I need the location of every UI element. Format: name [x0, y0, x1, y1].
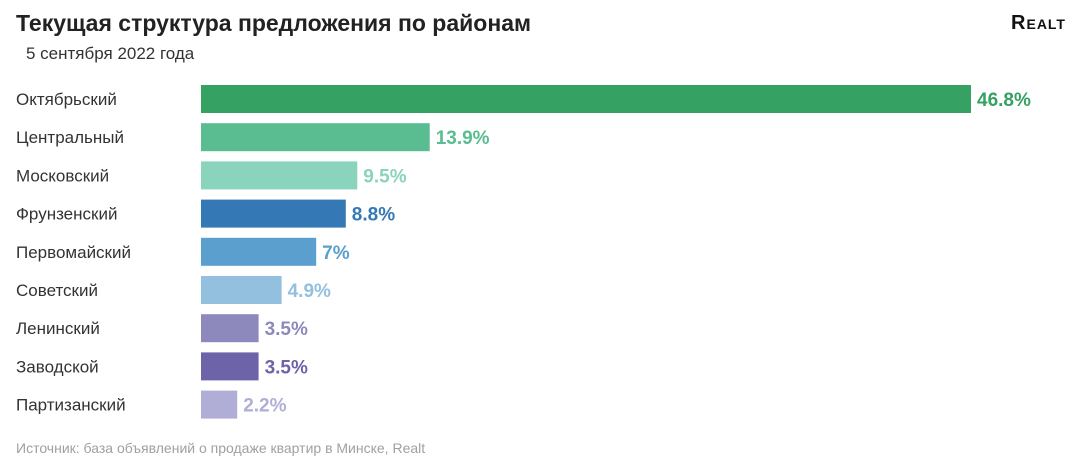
data-label: 3.5% [265, 319, 308, 340]
bar [201, 123, 430, 152]
bar [201, 85, 971, 113]
data-label: 9.5% [363, 166, 406, 187]
bar [201, 237, 317, 266]
category-label: Первомайский [16, 243, 131, 262]
bar [201, 276, 282, 304]
category-label: Заводской [16, 357, 99, 376]
source-note: Источник: база объявлений о продаже квар… [16, 440, 426, 456]
bar [201, 199, 346, 228]
realt-logo: Realt [1011, 12, 1066, 34]
category-label: Партизанский [16, 396, 126, 415]
category-label: Ленинский [16, 319, 100, 338]
category-label: Советский [16, 281, 98, 300]
chart-subtitle: 5 сентября 2022 года [26, 44, 195, 63]
bar [201, 161, 358, 190]
data-label: 46.8% [977, 90, 1031, 111]
category-label: Фрунзенский [16, 205, 117, 224]
category-label: Октябрьский [16, 90, 117, 109]
data-label: 13.9% [436, 128, 490, 149]
bar [201, 390, 238, 419]
data-label: 7% [322, 243, 350, 264]
chart-title: Текущая структура предложения по районам [16, 10, 532, 36]
data-label: 3.5% [265, 357, 308, 378]
category-label: Центральный [16, 128, 124, 147]
data-label: 4.9% [288, 281, 331, 302]
bar [201, 314, 259, 343]
bar [201, 352, 259, 381]
category-label: Московский [16, 166, 109, 185]
data-label: 8.8% [352, 205, 395, 226]
data-label: 2.2% [243, 396, 286, 417]
